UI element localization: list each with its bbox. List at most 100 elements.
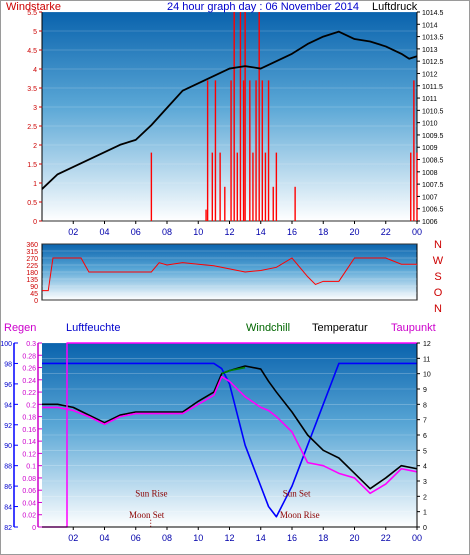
humidity-tick-label: 82 <box>4 525 12 532</box>
wind-speed-tick-label: 3.5 <box>27 86 37 93</box>
x-tick-label: 20 <box>349 533 359 543</box>
compass-label: N <box>434 303 442 315</box>
pressure-tick-label: 1013.5 <box>422 35 444 42</box>
astronomy-annotation: Moon Rise <box>280 510 320 520</box>
pressure-axis-label: Luftdruck <box>372 1 418 13</box>
humidity-tick-label: 98 <box>4 361 12 368</box>
pressure-tick-label: 1013 <box>422 47 438 54</box>
pressure-tick-label: 1012 <box>422 71 438 78</box>
wind-speed-tick-label: 3 <box>33 105 37 112</box>
astronomy-annotation: Moon Set <box>129 510 165 520</box>
humidity-tick-label: 88 <box>4 464 12 471</box>
wind-direction-grid <box>42 243 417 301</box>
astronomy-annotation: Sun Rise <box>135 488 167 498</box>
wind-direction-tick-label: 315 <box>26 249 38 256</box>
x-tick-label: 18 <box>318 533 328 543</box>
chart-title: 24 hour graph day : 06 November 2014 <box>167 1 359 13</box>
rain-tick-label: 0.26 <box>22 366 36 373</box>
pressure-tick-label: 1009 <box>422 145 438 152</box>
x-tick-label: 16 <box>287 533 297 543</box>
x-tick-label: 14 <box>256 227 266 237</box>
taupunkt-line <box>42 375 418 495</box>
rain-tick-label: 0.3 <box>26 341 36 348</box>
temperature-legend-label: Temperatur <box>312 322 368 334</box>
temperature-tick-label: 0 <box>423 525 427 532</box>
rain-tick-label: 0.06 <box>22 488 36 495</box>
wind-speed-tick-label: 5.5 <box>27 10 37 17</box>
wind-speed-bars <box>150 12 418 221</box>
windchill-legend-label: Windchill <box>246 322 290 334</box>
rain-tick-label: 0.1 <box>26 464 36 471</box>
wind-direction-line <box>42 257 417 292</box>
pressure-tick-labels: 1006 1006.5 1007 1007.5 1008 1008.5 1009 1009.5… <box>417 10 444 226</box>
rain-tick-label: 0.12 <box>22 451 36 458</box>
rain-tick-label: 0.22 <box>22 390 36 397</box>
humidity-tick-label: 86 <box>4 484 12 491</box>
pressure-tick-label: 1010.5 <box>422 108 444 115</box>
rain-tick-label: 0.08 <box>22 476 36 483</box>
x-tick-label: 00 <box>412 533 422 543</box>
wind-direction-tick-label: 0 <box>34 298 38 305</box>
x-tick-label: 08 <box>162 227 172 237</box>
x-tick-label: 10 <box>193 533 203 543</box>
humidity-axis-label: Luftfeuchte <box>66 322 120 334</box>
compass-label: O <box>434 287 443 299</box>
astronomy-annotation: Sun Set <box>283 488 311 498</box>
wind-speed-tick-label: 5 <box>33 29 37 36</box>
temperature-tick-label: 6 <box>423 433 427 440</box>
pressure-line <box>41 30 418 190</box>
wind-speed-tick-label: 1.5 <box>27 162 37 169</box>
x-tick-label: 12 <box>224 227 234 237</box>
rain-tick-labels: 0 0.02 0.04 0.06 0.08 0.1 0.12 0.14 0.16 0.18 0.2 0… <box>22 341 42 532</box>
humidity-tick-label: 100 <box>0 341 12 348</box>
humidity-temperature-plot-area <box>42 343 417 527</box>
temperature-tick-label: 5 <box>423 448 427 455</box>
x-tick-label: 14 <box>256 533 266 543</box>
x-tick-label: 22 <box>381 227 391 237</box>
pressure-line-group <box>41 30 418 190</box>
x-tick-label: 18 <box>318 227 328 237</box>
x-tick-label: 06 <box>131 533 141 543</box>
compass-label: W <box>433 255 444 267</box>
temperature-tick-label: 7 <box>423 418 427 425</box>
wind-speed-tick-label: 2 <box>33 143 37 150</box>
temperature-tick-label: 3 <box>423 479 427 486</box>
temperature-tick-label: 4 <box>423 464 427 471</box>
astronomy-annotations: Sun Rise Moon Set Sun Set Moon Rise <box>129 488 320 527</box>
wind-pressure-plot-area <box>42 12 417 221</box>
x-tick-label: 16 <box>287 227 297 237</box>
x-tick-label: 02 <box>68 533 78 543</box>
wind-direction-tick-label: 270 <box>26 256 38 263</box>
rain-tick-label: 0.18 <box>22 415 36 422</box>
rain-tick-label: 0.16 <box>22 427 36 434</box>
wind-speed-tick-label: 4 <box>33 67 37 74</box>
rain-tick-label: 0.28 <box>22 353 36 360</box>
compass-label: N <box>434 239 442 251</box>
pressure-tick-label: 1014.5 <box>422 10 444 17</box>
rain-tick-label: 0.24 <box>22 378 36 385</box>
temperature-tick-label: 8 <box>423 402 427 409</box>
pressure-tick-label: 1009.5 <box>422 133 444 140</box>
pressure-tick-label: 1011.5 <box>422 84 443 91</box>
humidity-tick-label: 96 <box>4 382 12 389</box>
dewpoint-legend-label: Taupunkt <box>391 322 436 334</box>
wind-speed-tick-labels: 0 0.5 1 1.5 2 2.5 3 3.5 4 4.5 5 5.5 <box>27 10 42 226</box>
x-tick-label: 08 <box>162 533 172 543</box>
rain-tick-label: 0.14 <box>22 439 36 446</box>
wind-direction-tick-label: 180 <box>26 270 38 277</box>
wind-direction-frame <box>41 243 418 301</box>
x-tick-label: 02 <box>68 227 78 237</box>
wind-speed-tick-label: 1 <box>33 181 37 188</box>
x-tick-label: 04 <box>99 227 109 237</box>
luftfeuchte-line <box>42 362 417 518</box>
temperature-tick-label: 2 <box>423 494 427 501</box>
wind-speed-tick-label: 0 <box>33 219 37 226</box>
temperature-tick-label: 11 <box>423 356 430 363</box>
x-tick-label: 04 <box>99 533 109 543</box>
pressure-tick-label: 1007.5 <box>422 182 444 189</box>
pressure-tick-label: 1006 <box>422 219 438 226</box>
